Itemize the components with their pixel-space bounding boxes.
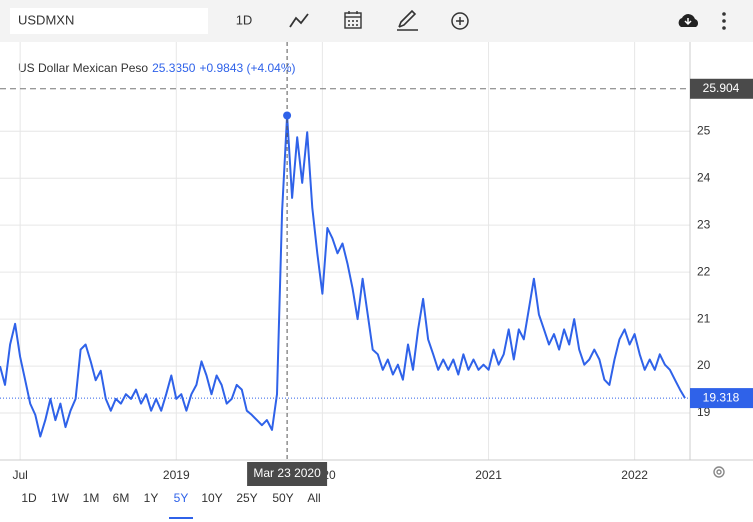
menu-icon[interactable]	[722, 12, 726, 30]
symbol: USDMXN	[18, 12, 74, 27]
range-button[interactable]: 1W	[51, 491, 70, 505]
x-tick-label: 2021	[475, 468, 502, 482]
calendar-icon[interactable]	[344, 11, 362, 29]
range-button[interactable]: 25Y	[236, 491, 257, 505]
range-button[interactable]: 6M	[113, 491, 130, 505]
symbol-input[interactable]	[10, 8, 208, 34]
add-icon[interactable]	[451, 12, 469, 30]
range-button[interactable]: 1M	[83, 491, 100, 505]
y-tick-label: 20	[697, 358, 711, 372]
price-line	[0, 114, 686, 438]
chart-type-icon[interactable]	[289, 13, 309, 28]
x-tick-label: 2019	[163, 468, 190, 482]
download-icon[interactable]	[678, 14, 699, 27]
crosshair-x-box	[247, 462, 328, 486]
settings-icon[interactable]	[713, 466, 725, 478]
last-value-box	[690, 388, 753, 409]
draw-icon[interactable]	[397, 9, 418, 31]
chart-header: US Dollar Mexican Peso 25.3350 +0.9843 (+4…	[18, 61, 296, 75]
y-tick-label: 24	[697, 170, 711, 184]
crosshair-x-label: Mar 23 2020	[253, 466, 321, 480]
chart-title: US Dollar Mexican Peso	[18, 61, 148, 75]
range-button[interactable]: 1Y	[144, 491, 159, 505]
y-tick-label: 23	[697, 217, 711, 231]
y-tick-label: 22	[697, 264, 711, 278]
range-button[interactable]: 5Y	[174, 491, 189, 505]
change: +0.9843 (+4.04%)	[199, 61, 295, 75]
x-tick-label: Jul	[12, 468, 27, 482]
interval-button[interactable]: 1D	[236, 12, 253, 27]
y-tick-label: 19	[697, 405, 711, 419]
x-tick-label: 2022	[621, 468, 648, 482]
range-button[interactable]: 1D	[21, 491, 37, 505]
plot: 19202122232425Jul201920202021202219.3182…	[0, 42, 753, 486]
price: 25.3350	[152, 61, 196, 75]
crosshair-y-box	[690, 78, 753, 99]
last-value-label: 19.318	[703, 390, 740, 404]
y-tick-label: 25	[697, 123, 711, 137]
hover-point	[283, 111, 292, 120]
crosshair-y-label: 25.904	[703, 81, 740, 95]
range-button[interactable]: 10Y	[201, 491, 222, 505]
y-tick-label: 21	[697, 311, 711, 325]
range-button[interactable]: 50Y	[272, 491, 293, 505]
range-button[interactable]: All	[307, 491, 320, 505]
